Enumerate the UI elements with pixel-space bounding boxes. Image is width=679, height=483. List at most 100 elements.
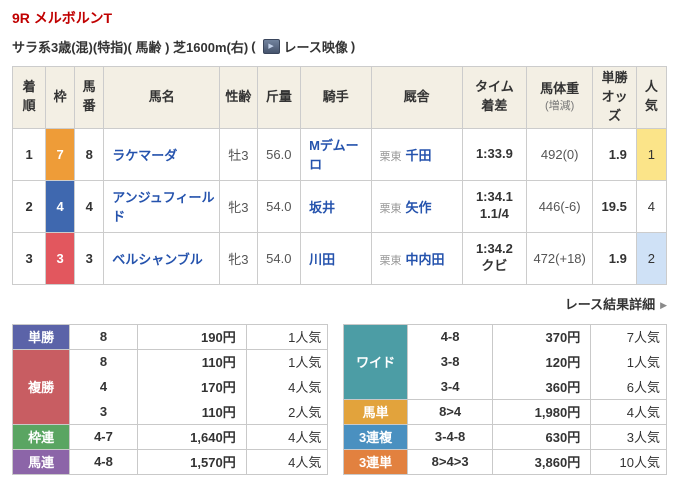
- paren-close: ): [350, 39, 356, 54]
- rank-cell: 1: [11, 127, 47, 181]
- col-header-popularity: 人気: [635, 66, 668, 129]
- weight-cell: 54.0: [256, 231, 302, 285]
- jockey-link[interactable]: 坂井: [309, 199, 336, 215]
- sex-age-cell: 牝3: [219, 179, 258, 233]
- payout-combination: 8: [69, 323, 138, 350]
- popularity-cell: 2: [635, 231, 668, 285]
- win-odds-cell: 19.5: [592, 179, 637, 233]
- payout-row-place: 複勝 8 110円 1人気: [11, 348, 329, 425]
- horse-number-cell: 8: [74, 127, 105, 181]
- payout-amount: 110円: [136, 348, 247, 375]
- sex-age-cell: 牝3: [219, 231, 258, 285]
- payout-amount: 360円: [492, 374, 592, 400]
- result-row-1: 1 7 8 ラケマーダ 牡3 56.0 Mデムーロ 栗東 千田 1:33.9 49…: [11, 127, 668, 181]
- race-conditions-text: サラ系3歳(混)(特指)( 馬齢 ) 芝1600m(右): [12, 40, 249, 55]
- payout-popularity: 6人気: [590, 374, 667, 400]
- payout-type-label: 3連単: [343, 448, 408, 475]
- sex-age-cell: 牡3: [219, 127, 258, 181]
- payout-amount: 370円: [492, 323, 592, 350]
- payout-combination: 8>4>3: [406, 448, 494, 475]
- time-margin-cell: 1:34.1 1.1/4: [461, 179, 528, 233]
- payout-type-label: 馬単: [343, 398, 408, 425]
- horse-name-cell: ラケマーダ: [103, 127, 221, 181]
- race-conditions: サラ系3歳(混)(特指)( 馬齢 ) 芝1600m(右) ( ▶ レース映像 ): [12, 37, 667, 56]
- stable-region-label: 栗東: [379, 202, 402, 215]
- race-video-link[interactable]: レース映像: [283, 40, 348, 55]
- payout-type-label: 馬連: [11, 448, 71, 475]
- time-margin-cell: 1:33.9: [461, 127, 528, 181]
- horse-name-link[interactable]: ベルシャンブル: [112, 251, 203, 267]
- payout-amount: 110円: [136, 399, 247, 425]
- payout-amount: 190円: [136, 323, 247, 350]
- payout-popularity: 7人気: [590, 323, 667, 350]
- payout-row-exacta: 馬単 8>4 1,980円 4人気: [343, 398, 667, 425]
- jockey-cell: Mデムーロ: [300, 127, 372, 181]
- frame-number-cell: 3: [45, 231, 76, 285]
- stable-region-label: 栗東: [379, 150, 402, 163]
- payout-combination: 4-8: [69, 448, 138, 475]
- jockey-link[interactable]: Mデムーロ: [309, 138, 359, 173]
- payout-row-wide: 3-4 360円 6人気: [344, 374, 667, 400]
- payout-popularity: 1人気: [245, 348, 329, 375]
- weight-cell: 56.0: [256, 127, 302, 181]
- trainer-link[interactable]: 矢作: [405, 199, 432, 215]
- stable-cell: 栗東 千田: [370, 127, 463, 181]
- result-row-2: 2 4 4 アンジュフィールド 牝3 54.0 坂井 栗東 矢作 1:34.1 1.…: [11, 179, 668, 233]
- col-header-horse-number: 馬番: [74, 66, 105, 129]
- payout-table-left: 単勝 8 190円 1人気 複勝 8 110円 1人気 4 170円 4人気: [11, 323, 329, 475]
- horse-name-link[interactable]: ラケマーダ: [112, 147, 178, 163]
- col-header-stable: 厩舎: [370, 66, 463, 129]
- race-title: 9R メルボルンT: [12, 10, 113, 26]
- frame-number-cell: 7: [45, 127, 76, 181]
- horse-number-cell: 3: [74, 231, 105, 285]
- play-video-icon[interactable]: ▶: [262, 39, 280, 54]
- payout-combination: 8: [69, 348, 138, 375]
- payout-combination: 3-4: [406, 374, 494, 400]
- col-header-time-margin: タイム 着差: [461, 66, 528, 129]
- trainer-link[interactable]: 中内田: [405, 251, 445, 267]
- payout-row-win: 単勝 8 190円 1人気: [11, 323, 329, 350]
- result-row-3: 3 3 3 ベルシャンブル 牝3 54.0 川田 栗東 中内田 1:34.2 クビ …: [11, 231, 668, 285]
- payout-row-trio: 3連複 3-4-8 630円 3人気: [343, 423, 667, 450]
- payout-amount: 1,980円: [492, 398, 592, 425]
- payout-row-trifecta: 3連単 8>4>3 3,860円 10人気: [343, 448, 667, 475]
- chevron-right-icon: ▶: [660, 299, 667, 310]
- payout-combination: 3: [69, 399, 138, 425]
- popularity-cell: 1: [635, 127, 668, 181]
- jockey-cell: 川田: [300, 231, 372, 285]
- stable-region-label: 栗東: [379, 254, 402, 267]
- payout-amount: 120円: [492, 349, 592, 375]
- payout-combination: 4-7: [69, 423, 138, 450]
- payout-table-right: ワイド 4-8 370円 7人気 3-8 120円 1人気 3-4 360円 6…: [343, 323, 667, 475]
- payout-popularity: 3人気: [590, 423, 667, 450]
- payout-row-place: 3 110円 2人気: [13, 399, 329, 425]
- payout-row-wide: ワイド 4-8 370円 7人気: [343, 323, 667, 400]
- col-header-win-odds: 単勝 オッズ: [592, 66, 637, 129]
- payout-combination: 3-8: [406, 349, 494, 375]
- horse-number-cell: 4: [74, 179, 105, 233]
- win-odds-cell: 1.9: [592, 231, 637, 285]
- jockey-cell: 坂井: [300, 179, 372, 233]
- body-weight-cell: 446(-6): [525, 179, 594, 233]
- col-header-body-weight: 馬体重 (増減): [525, 66, 594, 129]
- jockey-link[interactable]: 川田: [309, 251, 336, 267]
- payout-amount: 1,570円: [136, 448, 247, 475]
- col-header-rank: 着順: [11, 66, 47, 129]
- col-header-frame: 枠: [45, 66, 76, 129]
- horse-name-link[interactable]: アンジュフィールド: [112, 190, 215, 225]
- payout-popularity: 2人気: [245, 399, 329, 425]
- payout-popularity: 4人気: [245, 448, 329, 475]
- payout-combination: 4: [69, 374, 138, 400]
- stable-cell: 栗東 中内田: [370, 231, 463, 285]
- payout-combination: 8>4: [406, 398, 494, 425]
- col-header-sex-age: 性齢: [219, 66, 258, 129]
- col-header-jockey: 騎手: [300, 66, 372, 129]
- payout-combination: 4-8: [406, 323, 494, 350]
- race-result-details-link[interactable]: レース結果詳細: [564, 296, 656, 312]
- payout-amount: 630円: [492, 423, 592, 450]
- horse-name-cell: ベルシャンブル: [103, 231, 221, 285]
- popularity-cell: 4: [635, 179, 668, 233]
- trainer-link[interactable]: 千田: [405, 147, 432, 163]
- payout-popularity: 1人気: [245, 323, 329, 350]
